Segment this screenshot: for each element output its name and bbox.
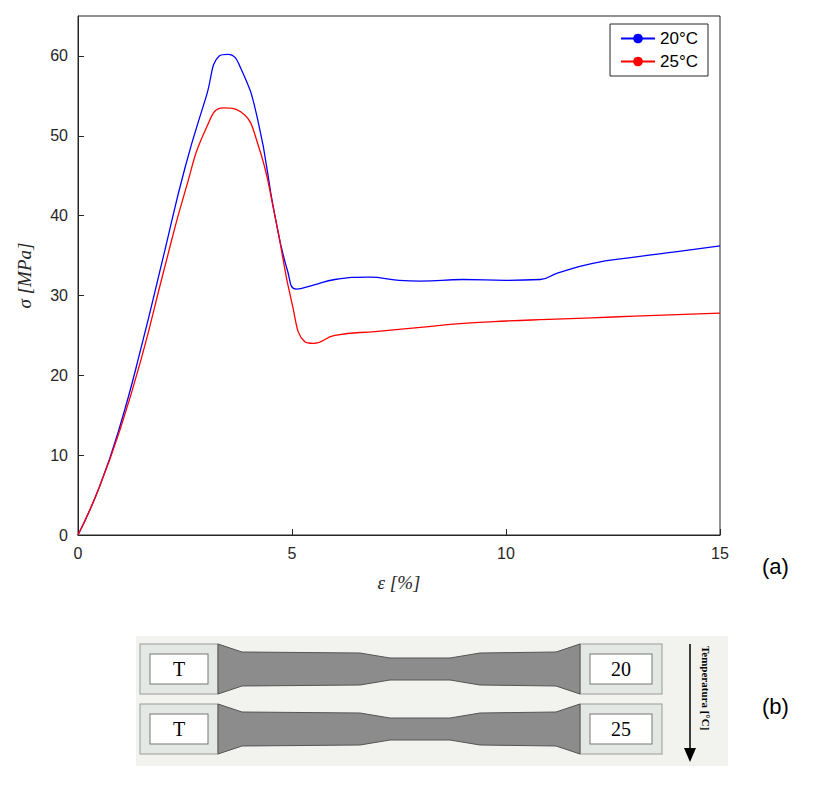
svg-text:5: 5 (288, 545, 297, 562)
svg-text:T: T (173, 718, 185, 740)
svg-text:10: 10 (50, 447, 68, 464)
svg-text:(b): (b) (762, 694, 789, 719)
svg-text:30: 30 (50, 287, 68, 304)
svg-text:40: 40 (50, 207, 68, 224)
svg-text:15: 15 (711, 545, 729, 562)
svg-text:Temperatura [°C]: Temperatura [°C] (700, 646, 712, 730)
svg-text:25°C: 25°C (660, 52, 698, 71)
svg-text:ε [%]: ε [%] (378, 572, 421, 593)
svg-text:σ [MPa]: σ [MPa] (14, 243, 35, 309)
svg-text:20: 20 (611, 658, 631, 680)
svg-text:20°C: 20°C (660, 29, 698, 48)
svg-text:10: 10 (497, 545, 515, 562)
svg-text:20: 20 (50, 367, 68, 384)
svg-text:25: 25 (611, 718, 631, 740)
svg-text:0: 0 (74, 545, 83, 562)
svg-text:50: 50 (50, 127, 68, 144)
svg-text:T: T (173, 658, 185, 680)
svg-text:60: 60 (50, 47, 68, 64)
svg-text:(a): (a) (762, 554, 789, 579)
svg-text:0: 0 (59, 527, 68, 544)
